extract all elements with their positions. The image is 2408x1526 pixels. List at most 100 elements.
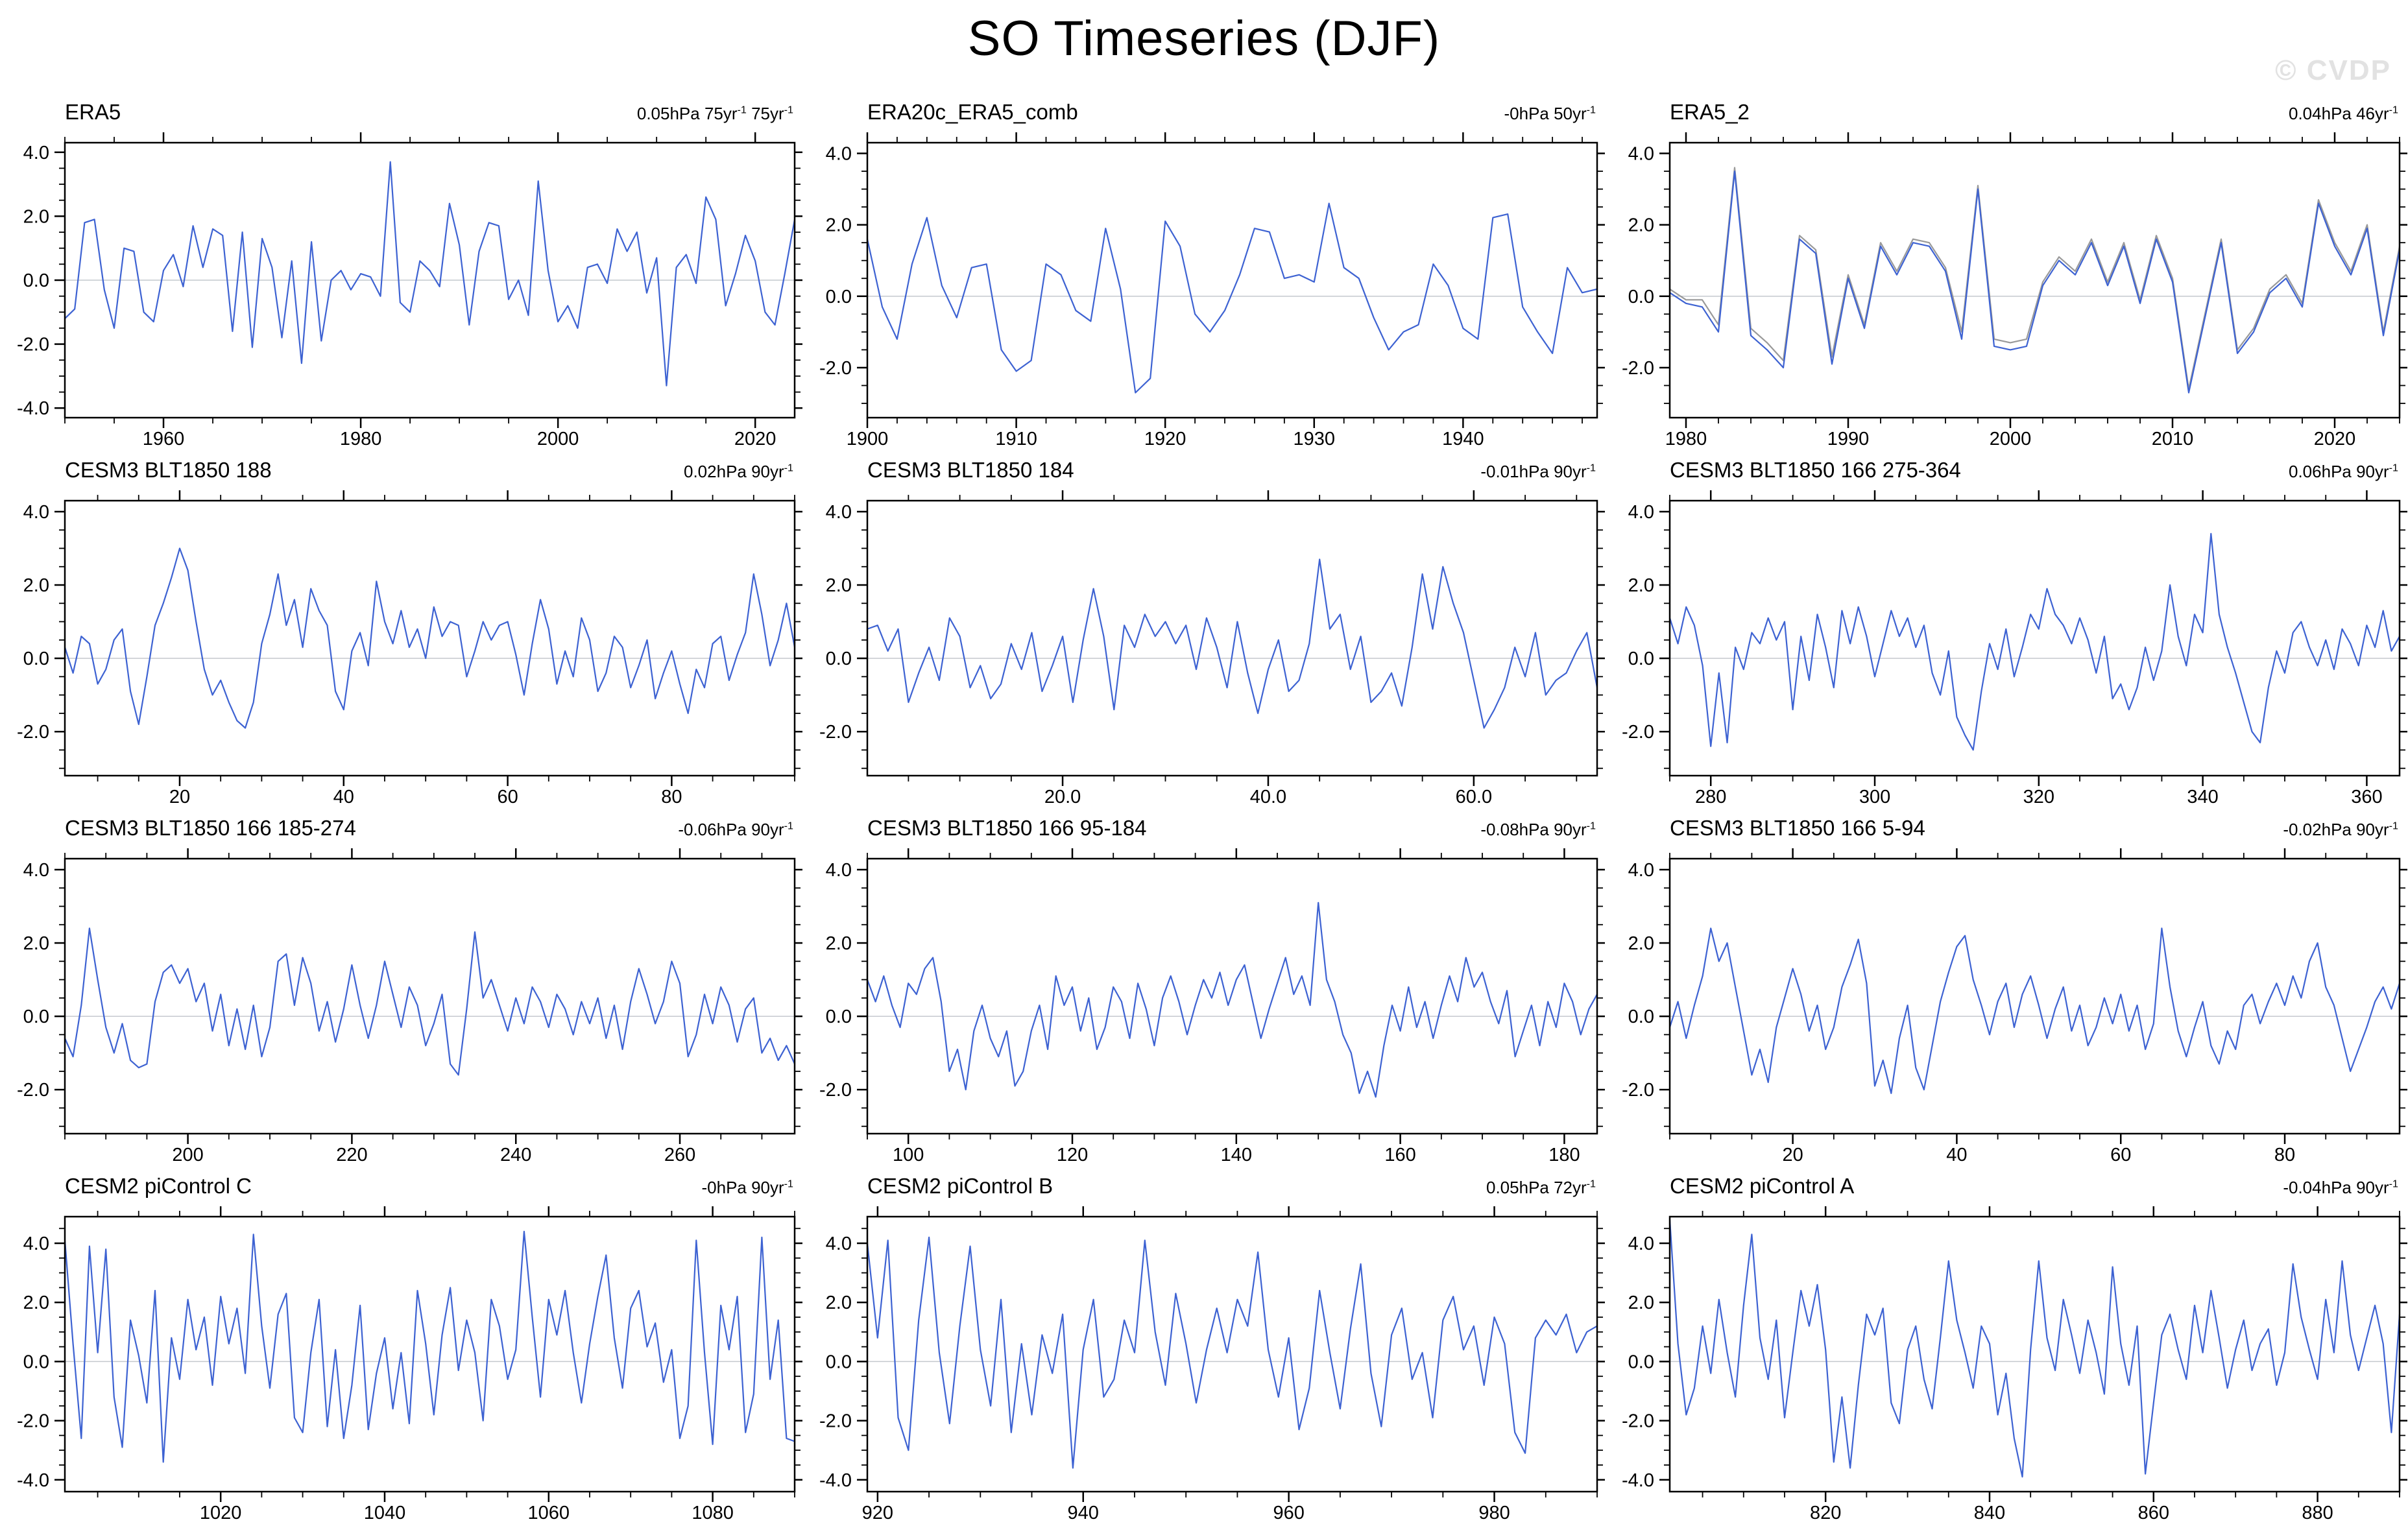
y-tick-label: 2.0	[1628, 1293, 1654, 1313]
plot-frame	[1668, 499, 2401, 777]
y-tick-label: 2.0	[23, 933, 49, 954]
panel-title: CESM3 BLT1850 166 5-94	[1670, 816, 1925, 840]
panel-trend-label: 0.05hPa 72yr-1	[1486, 1178, 1596, 1197]
x-tick-label: 2000	[1990, 429, 2032, 449]
panel-title: CESM3 BLT1850 184	[867, 458, 1074, 482]
timeseries-panel: CESM3 BLT1850 184 -0.01hPa 90yr-1 20.0 40…	[802, 449, 1605, 807]
series-line	[1668, 532, 2400, 751]
panel-header: CESM3 BLT1850 166 95-184 -0.08hPa 90yr-1	[867, 816, 1596, 846]
panel-title: CESM2 piControl A	[1670, 1174, 1855, 1198]
x-tick-label: 120	[1057, 1145, 1088, 1165]
x-axis-ticks	[97, 1206, 795, 1502]
y-axis-ticks	[857, 868, 1605, 1127]
panel-trend-label: -0.02hPa 90yr-1	[2283, 820, 2398, 839]
x-axis-ticks	[64, 132, 756, 428]
series-line	[1668, 1219, 2401, 1478]
panel-title: ERA5	[65, 100, 121, 124]
y-tick-label: 2.0	[826, 215, 852, 236]
x-axis-ticks	[1669, 848, 2368, 1144]
plot-frame	[64, 499, 796, 777]
series-line	[64, 1230, 795, 1463]
panel-trend-label: -0.04hPa 90yr-1	[2283, 1178, 2398, 1197]
y-tick-label: 0.0	[1628, 287, 1654, 307]
y-tick-label: 0.0	[1628, 1007, 1654, 1027]
x-tick-label: 20	[169, 787, 190, 807]
x-tick-label: 860	[2138, 1503, 2169, 1523]
y-axis-ticks	[1659, 510, 2407, 769]
timeseries-panel: ERA5_2 0.04hPa 46yr-1 1980 1990 2000 2010 20…	[1605, 91, 2407, 449]
y-axis-ticks	[1659, 152, 2407, 404]
y-tick-label: 4.0	[23, 860, 49, 881]
y-tick-label: 0.0	[23, 1007, 49, 1027]
series-line	[867, 558, 1598, 729]
panel-header: CESM2 piControl C -0hPa 90yr-1	[65, 1174, 793, 1204]
x-tick-label: 260	[664, 1145, 695, 1165]
x-tick-label: 340	[2187, 787, 2218, 807]
panel-trend-label: -0hPa 50yr-1	[1504, 104, 1596, 123]
timeseries-plot: 20.0 40.0 60.0 -2.0 0.0 2.0 4.0	[819, 490, 1605, 807]
y-tick-label: -2.0	[17, 1411, 49, 1432]
trend-exponent: -1	[1586, 820, 1596, 832]
y-tick-label: -2.0	[819, 1411, 852, 1432]
x-tick-label: 40.0	[1250, 787, 1286, 807]
plot-frame	[866, 141, 1598, 419]
timeseries-plot: 820 840 860 880 -4.0 -2.0 0.0 2.0 4.0	[1622, 1206, 2407, 1523]
cvdp-watermark: © CVDP	[2275, 54, 2391, 86]
timeseries-panel: ERA20c_ERA5_comb -0hPa 50yr-1 1900 1910 19…	[802, 91, 1605, 449]
timeseries-panel: CESM2 piControl C -0hPa 90yr-1 1020 1040 1…	[0, 1165, 802, 1523]
y-tick-label: -2.0	[17, 722, 49, 743]
x-tick-label: 180	[1548, 1145, 1580, 1165]
panel-trend-label: 0.04hPa 46yr-1	[2289, 104, 2398, 123]
y-tick-label: 0.0	[1628, 649, 1654, 669]
y-tick-label: 4.0	[1628, 502, 1654, 523]
panel-title: CESM3 BLT1850 166 95-184	[867, 816, 1147, 840]
trend-exponent: -1	[784, 104, 793, 116]
timeseries-plot: 100 120 140 160 180 -2.0 0.0 2.0 4.0	[819, 848, 1605, 1165]
x-tick-label: 60	[2110, 1145, 2131, 1165]
x-tick-label: 880	[2302, 1503, 2333, 1523]
panel-trend-label: 0.02hPa 90yr-1	[684, 462, 793, 481]
panel-title: CESM2 piControl B	[867, 1174, 1054, 1198]
x-tick-label: 320	[2023, 787, 2054, 807]
trend-exponent: -1	[1586, 462, 1596, 474]
x-axis-ticks	[1669, 490, 2368, 786]
x-tick-label: 1940	[1442, 429, 1484, 449]
timeseries-panel: CESM2 piControl B 0.05hPa 72yr-1 920 940 9…	[802, 1165, 1605, 1523]
timeseries-panel: CESM3 BLT1850 166 275-364 0.06hPa 90yr-1…	[1605, 449, 2407, 807]
panel-header: ERA5 0.05hPa 75yr-1 75yr-1	[65, 100, 793, 130]
x-tick-label: 60.0	[1456, 787, 1492, 807]
y-tick-label: 0.0	[826, 1007, 852, 1027]
plot-frame	[1668, 1215, 2401, 1493]
panel-trend-label: 0.05hPa 75yr-1 75yr-1	[636, 104, 793, 123]
x-tick-label: 80	[2274, 1145, 2295, 1165]
x-tick-label: 360	[2351, 787, 2382, 807]
y-tick-label: -4.0	[1622, 1470, 1654, 1491]
x-tick-label: 1980	[1665, 429, 1707, 449]
trend-exponent: -1	[2389, 1178, 2398, 1190]
x-tick-label: 140	[1221, 1145, 1252, 1165]
y-tick-label: -4.0	[17, 398, 49, 419]
x-tick-label: 1930	[1294, 429, 1336, 449]
timeseries-plot: 20 40 60 80 -2.0 0.0 2.0 4.0	[1622, 848, 2407, 1165]
y-tick-label: 2.0	[1628, 215, 1654, 236]
plot-frame	[866, 499, 1598, 777]
y-axis-ticks	[54, 1228, 802, 1481]
y-tick-label: 2.0	[826, 1293, 852, 1313]
trend-exponent: -1	[2389, 104, 2398, 116]
y-tick-label: 0.0	[23, 649, 49, 669]
plot-frame	[866, 857, 1598, 1135]
timeseries-panel: CESM3 BLT1850 166 5-94 -0.02hPa 90yr-1 2…	[1605, 807, 2407, 1165]
y-tick-label: 4.0	[23, 502, 49, 523]
x-tick-label: 1080	[692, 1503, 734, 1523]
panel-header: CESM3 BLT1850 166 5-94 -0.02hPa 90yr-1	[1670, 816, 2398, 846]
panel-title: CESM3 BLT1850 166 275-364	[1670, 458, 1961, 482]
y-tick-label: 2.0	[826, 575, 852, 596]
series-line	[1668, 927, 2401, 1094]
y-axis-ticks	[54, 151, 802, 409]
timeseries-plot: 1020 1040 1060 1080 -4.0 -2.0 0.0 2.0 4.0	[17, 1206, 802, 1523]
y-tick-label: 0.0	[23, 270, 49, 291]
panel-trend-label: 0.06hPa 90yr-1	[2289, 462, 2398, 481]
plot-frame	[64, 857, 796, 1135]
x-axis-ticks	[97, 490, 795, 786]
panel-header: CESM3 BLT1850 184 -0.01hPa 90yr-1	[867, 458, 1596, 488]
